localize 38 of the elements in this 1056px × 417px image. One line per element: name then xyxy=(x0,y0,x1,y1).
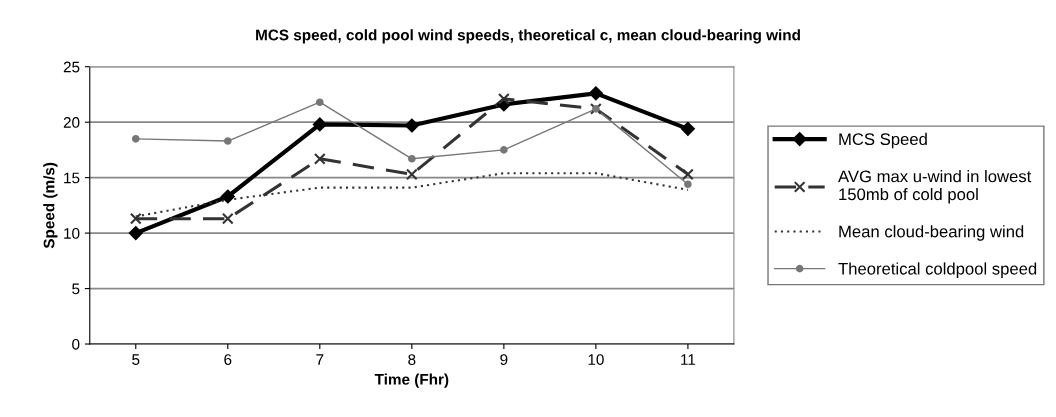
point xyxy=(313,152,326,165)
point xyxy=(682,168,694,181)
x-tick-label: 6 xyxy=(224,354,232,365)
point xyxy=(408,154,416,163)
y-tick-label: 10 xyxy=(64,227,80,239)
x-axis-title: Time (Fhr) xyxy=(374,373,449,388)
x-tick-label: 5 xyxy=(132,354,140,365)
legend-label: Theoretical coldpool speed xyxy=(838,262,1037,278)
y-axis-title: Speed (m/s) xyxy=(43,162,58,249)
x-tick-label: 11 xyxy=(681,354,696,365)
point xyxy=(316,98,324,107)
chart-title: MCS speed, cold pool wind speeds, theoretical c, mean cloud-bearing wind xyxy=(256,29,800,44)
x-tick-label: 9 xyxy=(500,354,508,365)
point xyxy=(223,137,232,145)
legend-label: AVG max u-wind in lowest 150mb of cold pool xyxy=(838,170,1032,204)
point xyxy=(312,117,327,132)
point xyxy=(220,189,235,204)
point xyxy=(128,226,143,241)
point xyxy=(684,180,692,189)
point xyxy=(221,212,234,225)
y-tick-label: 15 xyxy=(64,172,80,184)
legend-label: MCS Speed xyxy=(839,132,927,149)
y-tick-label: 25 xyxy=(63,61,80,73)
y-tick-label: 5 xyxy=(72,283,80,295)
point xyxy=(588,86,603,101)
y-tick-label: 0 xyxy=(72,338,80,350)
point xyxy=(404,118,419,133)
y-tick-label: 20 xyxy=(63,117,80,128)
x-tick-label: 8 xyxy=(408,354,416,365)
point xyxy=(497,92,510,105)
point xyxy=(131,135,140,143)
point xyxy=(680,121,695,136)
legend-label: Mean cloud-bearing wind xyxy=(839,225,1024,241)
x-tick-label: 7 xyxy=(316,354,324,365)
point xyxy=(500,146,508,154)
point xyxy=(129,212,142,225)
x-tick-label: 10 xyxy=(588,354,604,365)
point xyxy=(405,168,418,181)
